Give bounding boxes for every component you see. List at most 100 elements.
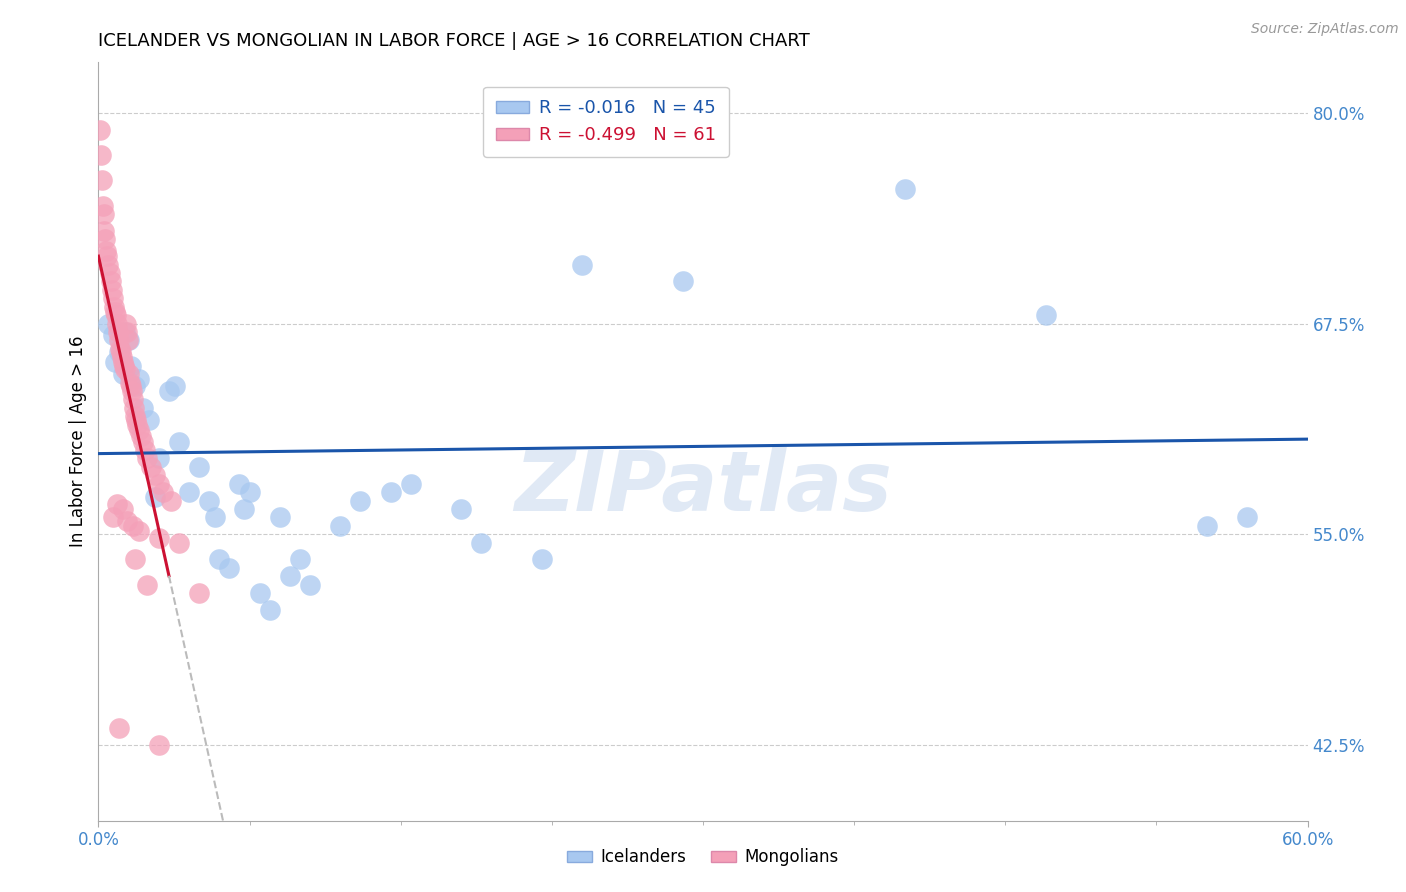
Point <box>111 355 134 369</box>
Point <box>107 325 129 339</box>
Point <box>134 442 156 457</box>
Point <box>152 485 174 500</box>
Point <box>107 721 129 735</box>
Point <box>132 401 155 415</box>
Point <box>112 359 135 373</box>
Point <box>93 207 115 221</box>
Point <box>114 317 136 331</box>
Point <box>91 173 114 187</box>
Point <box>101 328 124 343</box>
Point <box>299 578 322 592</box>
Point <box>893 182 915 196</box>
Point <box>100 275 122 289</box>
Point <box>232 502 254 516</box>
Point <box>450 502 472 516</box>
Point <box>103 300 125 314</box>
Point <box>114 325 136 339</box>
Point <box>118 367 141 381</box>
Point <box>121 384 143 398</box>
Point <box>380 485 402 500</box>
Point <box>96 249 118 263</box>
Point <box>278 569 301 583</box>
Y-axis label: In Labor Force | Age > 16: In Labor Force | Age > 16 <box>69 335 87 548</box>
Point <box>122 401 145 415</box>
Point <box>269 510 291 524</box>
Point <box>98 266 121 280</box>
Point <box>94 232 117 246</box>
Point <box>132 434 155 449</box>
Point <box>198 493 221 508</box>
Legend: Icelanders, Mongolians: Icelanders, Mongolians <box>561 842 845 873</box>
Point <box>259 603 281 617</box>
Point <box>93 224 115 238</box>
Point <box>97 258 120 272</box>
Point <box>163 379 186 393</box>
Point <box>120 359 142 373</box>
Point <box>1035 308 1057 322</box>
Point <box>204 510 226 524</box>
Point <box>107 334 129 348</box>
Point <box>135 451 157 466</box>
Point <box>208 552 231 566</box>
Point <box>111 367 134 381</box>
Point <box>111 502 134 516</box>
Point <box>115 514 138 528</box>
Point <box>157 384 180 398</box>
Point <box>97 317 120 331</box>
Point <box>121 392 143 407</box>
Point <box>288 552 311 566</box>
Point <box>118 376 141 390</box>
Point <box>100 283 122 297</box>
Point <box>128 372 150 386</box>
Point <box>148 476 170 491</box>
Point <box>101 291 124 305</box>
Point <box>118 334 141 348</box>
Point <box>103 355 125 369</box>
Point <box>228 476 250 491</box>
Point <box>188 459 211 474</box>
Point <box>110 345 132 359</box>
Point <box>148 451 170 466</box>
Point <box>125 417 148 432</box>
Point <box>148 738 170 752</box>
Point <box>188 586 211 600</box>
Text: ZIPatlas: ZIPatlas <box>515 447 891 527</box>
Text: Source: ZipAtlas.com: Source: ZipAtlas.com <box>1251 22 1399 37</box>
Point <box>571 258 593 272</box>
Point <box>129 429 152 443</box>
Point <box>124 379 146 393</box>
Point <box>124 409 146 424</box>
Point <box>105 497 128 511</box>
Point <box>120 379 142 393</box>
Point <box>110 351 132 365</box>
Point <box>107 345 129 359</box>
Point <box>470 535 492 549</box>
Point <box>143 490 166 504</box>
Text: ICELANDER VS MONGOLIAN IN LABOR FORCE | AGE > 16 CORRELATION CHART: ICELANDER VS MONGOLIAN IN LABOR FORCE | … <box>98 32 810 50</box>
Point <box>143 468 166 483</box>
Point <box>103 305 125 319</box>
Point <box>672 275 695 289</box>
Point <box>105 317 128 331</box>
Point <box>148 531 170 545</box>
Point <box>121 518 143 533</box>
Point <box>530 552 553 566</box>
Point <box>96 244 118 259</box>
Point <box>1195 518 1218 533</box>
Point <box>239 485 262 500</box>
Point <box>249 586 271 600</box>
Point <box>104 308 127 322</box>
Point <box>399 476 422 491</box>
Point <box>90 148 112 162</box>
Point <box>167 434 190 449</box>
Point <box>138 412 160 426</box>
Point <box>125 412 148 426</box>
Point <box>218 561 240 575</box>
Point <box>114 362 136 376</box>
Point <box>117 334 139 348</box>
Point <box>135 578 157 592</box>
Point <box>91 199 114 213</box>
Point <box>101 510 124 524</box>
Point <box>160 493 183 508</box>
Point <box>89 123 111 137</box>
